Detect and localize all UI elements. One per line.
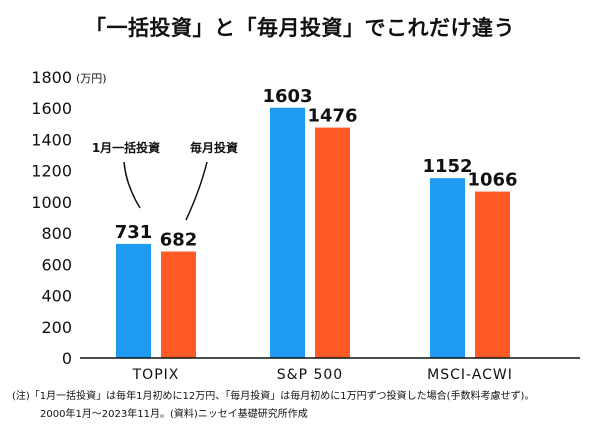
x-category-label-0: TOPIX <box>132 367 180 383</box>
footnote-line-1: (注)「1月一括投資」は毎年1月初めに12万円、「毎月投資」は毎月初めに1万円ず… <box>12 391 535 402</box>
bar-value-label-2-1: 1066 <box>467 170 517 191</box>
bar-value-label-1-0: 1603 <box>262 86 312 107</box>
bar-value-label-2-0: 1152 <box>422 156 472 177</box>
y-tick-label-3: 600 <box>41 255 72 274</box>
bar-1-0 <box>270 107 305 358</box>
series-leader-line-1 <box>185 161 208 221</box>
x-category-label-1: S&P 500 <box>277 367 343 383</box>
y-tick-label-6: 1200 <box>31 162 72 181</box>
y-tick-label-2: 400 <box>41 287 72 306</box>
series-leader-line-0 <box>123 161 141 209</box>
bar-value-label-0-1: 682 <box>160 230 198 251</box>
bar-value-label-0-0: 731 <box>115 222 153 243</box>
y-tick-label-1: 200 <box>41 318 72 337</box>
y-tick-label-9: 1800 <box>31 68 72 87</box>
bar-0-0 <box>116 243 151 358</box>
y-tick-label-4: 800 <box>41 224 72 243</box>
bar-2-1 <box>475 191 510 358</box>
y-tick-label-0: 0 <box>62 349 72 368</box>
y-tick-label-5: 1000 <box>31 193 72 212</box>
bar-value-label-1-1: 1476 <box>307 106 357 127</box>
footnote-line-2: 2000年1月～2023年11月。(資料)ニッセイ基礎研究所作成 <box>40 409 308 420</box>
bar-0-1 <box>161 251 196 358</box>
y-tick-label-7: 1400 <box>31 130 72 149</box>
series-label-0: 1月一括投資 <box>92 140 160 155</box>
bar-1-1 <box>315 127 350 358</box>
bar-2-0 <box>430 178 465 358</box>
x-category-label-2: MSCI-ACWI <box>427 367 513 383</box>
series-label-1: 毎月投資 <box>190 140 238 155</box>
y-tick-label-8: 1600 <box>31 99 72 118</box>
y-unit-label: (万円) <box>76 72 107 85</box>
chart-title: 「一括投資」と「毎月投資」でこれだけ違う <box>85 16 515 40</box>
